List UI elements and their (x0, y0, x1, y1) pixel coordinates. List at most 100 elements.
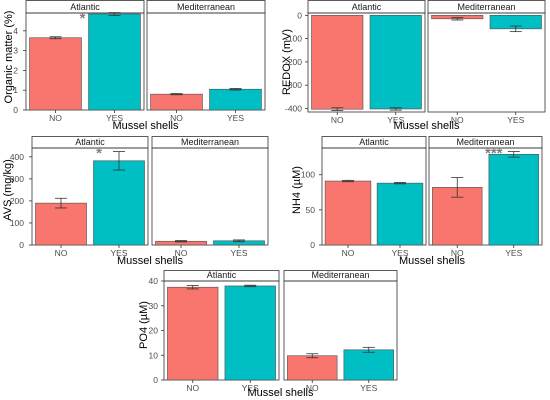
y-tick-label: 0 (153, 375, 158, 385)
facet-atlantic: Atlantic NO YES (307, 0, 426, 125)
bar-yes (376, 182, 424, 246)
chart-po4: Atlantic NO YES Mediterranean NO YES 0 10 20 30 40… (138, 270, 398, 399)
chart-redox: Atlantic NO YES Mediterranean NO YES 0 -100 -200… (281, 0, 546, 132)
facet-label: Atlantic (75, 137, 105, 147)
x-tick-label: YES (106, 113, 123, 123)
facet-mediterranean: Mediterranean NO YES (146, 0, 266, 123)
bar-no (324, 180, 372, 246)
y-axis-title: PO4 (µM) (138, 301, 150, 349)
facet-atlantic: Atlantic NO YES (163, 270, 280, 393)
bar-no (287, 355, 338, 381)
chart-nh4: Atlantic NO YES Mediterranean NO YES *** 0 50 100… (291, 136, 543, 267)
chart-avs: Atlantic NO YES * Mediterranean NO YES 0 100 200 3… (2, 136, 269, 267)
panel-border (25, 12, 145, 111)
y-tick-label: 0 (19, 240, 24, 250)
panel-border (283, 280, 398, 381)
bar-yes (93, 160, 145, 246)
facet-label: Atlantic (359, 137, 389, 147)
bar-no (311, 15, 364, 110)
y-tick-label: 30 (149, 301, 159, 311)
x-tick-label: YES (507, 115, 524, 125)
y-tick-label: 0 (13, 105, 18, 115)
y-tick-label: 400 (10, 152, 24, 162)
significance-marker: *** (485, 145, 503, 162)
y-tick-label: -100 (285, 34, 302, 44)
facet-label: Mediterranean (457, 2, 515, 12)
bar-yes (209, 88, 262, 111)
y-tick-label: 100 (301, 170, 315, 180)
x-tick-label: NO (342, 248, 355, 258)
y-tick-label: -200 (285, 57, 302, 67)
y-tick-label: 2 (13, 65, 18, 75)
bar-no (29, 37, 82, 111)
y-tick-label: 4 (13, 26, 18, 36)
y-tick-label: 40 (149, 276, 159, 286)
facet-atlantic: Atlantic NO YES * (31, 136, 149, 258)
y-tick-label: 100 (10, 218, 24, 228)
y-axis-title: Organic matter (%) (3, 11, 15, 104)
panel-border (427, 12, 546, 113)
y-tick-label: -300 (285, 80, 302, 90)
y-axis-title: REDOX (mV) (281, 29, 293, 95)
panel-border (428, 147, 543, 246)
x-axis-title: Mussel shells (112, 120, 179, 132)
significance-marker: * (96, 145, 102, 162)
facet-mediterranean: Mediterranean NO YES (427, 0, 546, 125)
bar-yes (369, 15, 422, 110)
facet-atlantic: Atlantic NO YES * (25, 0, 145, 123)
chart-organic-matter: Atlantic NO YES * Mediterranean NO YES 0 1 2 3 4 Mus… (3, 0, 266, 132)
x-tick-label: NO (55, 248, 68, 258)
y-axis-title: NH4 (µM) (291, 166, 303, 214)
x-tick-label: YES (230, 248, 247, 258)
significance-marker: * (80, 10, 86, 27)
facet-mediterranean: Mediterranean NO YES (151, 136, 269, 258)
bar-yes (488, 154, 539, 246)
y-tick-label: 20 (149, 326, 159, 336)
x-tick-label: YES (227, 113, 244, 123)
y-tick-label: 200 (10, 196, 24, 206)
y-tick-label: 300 (10, 174, 24, 184)
facet-label: Atlantic (207, 270, 237, 280)
facet-label: Mediterranean (181, 137, 239, 147)
bar-yes (224, 285, 276, 381)
bar-no (167, 286, 219, 381)
x-tick-label: YES (387, 115, 404, 125)
facet-label: Mediterranean (456, 137, 514, 147)
facet-label: Atlantic (352, 2, 382, 12)
y-tick-label: 1 (13, 85, 18, 95)
bar-no (150, 93, 203, 111)
x-axis-title: Mussel shells (393, 120, 460, 132)
panel-border (146, 12, 266, 111)
x-tick-label: NO (331, 115, 344, 125)
x-tick-label: NO (451, 115, 464, 125)
y-tick-label: 10 (149, 350, 159, 360)
y-axis-title: AVS (mg/kg) (2, 159, 14, 221)
bar-yes (88, 13, 141, 111)
panel-border (307, 12, 426, 113)
facet-label: Mediterranean (311, 270, 369, 280)
panel-border (31, 147, 149, 246)
x-tick-label: NO (170, 113, 183, 123)
x-axis-title: Mussel shells (247, 387, 314, 399)
x-tick-label: NO (175, 248, 188, 258)
x-tick-label: NO (186, 383, 199, 393)
x-tick-label: NO (451, 248, 464, 258)
bar-yes (343, 349, 394, 381)
bar-no (35, 202, 87, 246)
y-tick-label: 0 (310, 240, 315, 250)
facet-mediterranean: Mediterranean NO YES *** (428, 136, 543, 258)
panel-border (151, 147, 269, 246)
x-tick-label: YES (505, 248, 522, 258)
y-tick-label: 3 (13, 46, 18, 56)
y-tick-label: 50 (306, 205, 316, 215)
facet-atlantic: Atlantic NO YES (321, 136, 427, 258)
x-tick-label: NO (49, 113, 62, 123)
x-tick-label: YES (242, 383, 259, 393)
x-axis-title: Mussel shells (117, 255, 184, 267)
facet-mediterranean: Mediterranean NO YES (283, 270, 398, 393)
facet-label: Mediterranean (177, 2, 235, 12)
y-tick-label: 0 (297, 10, 302, 20)
x-axis-title: Mussel shells (399, 255, 466, 267)
panel-border (321, 147, 427, 246)
